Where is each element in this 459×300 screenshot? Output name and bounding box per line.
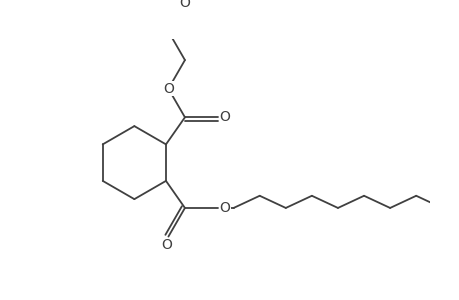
Text: O: O — [219, 201, 230, 215]
Text: O: O — [179, 0, 190, 10]
Text: O: O — [162, 82, 174, 96]
Text: O: O — [219, 110, 230, 124]
Text: O: O — [161, 238, 172, 252]
